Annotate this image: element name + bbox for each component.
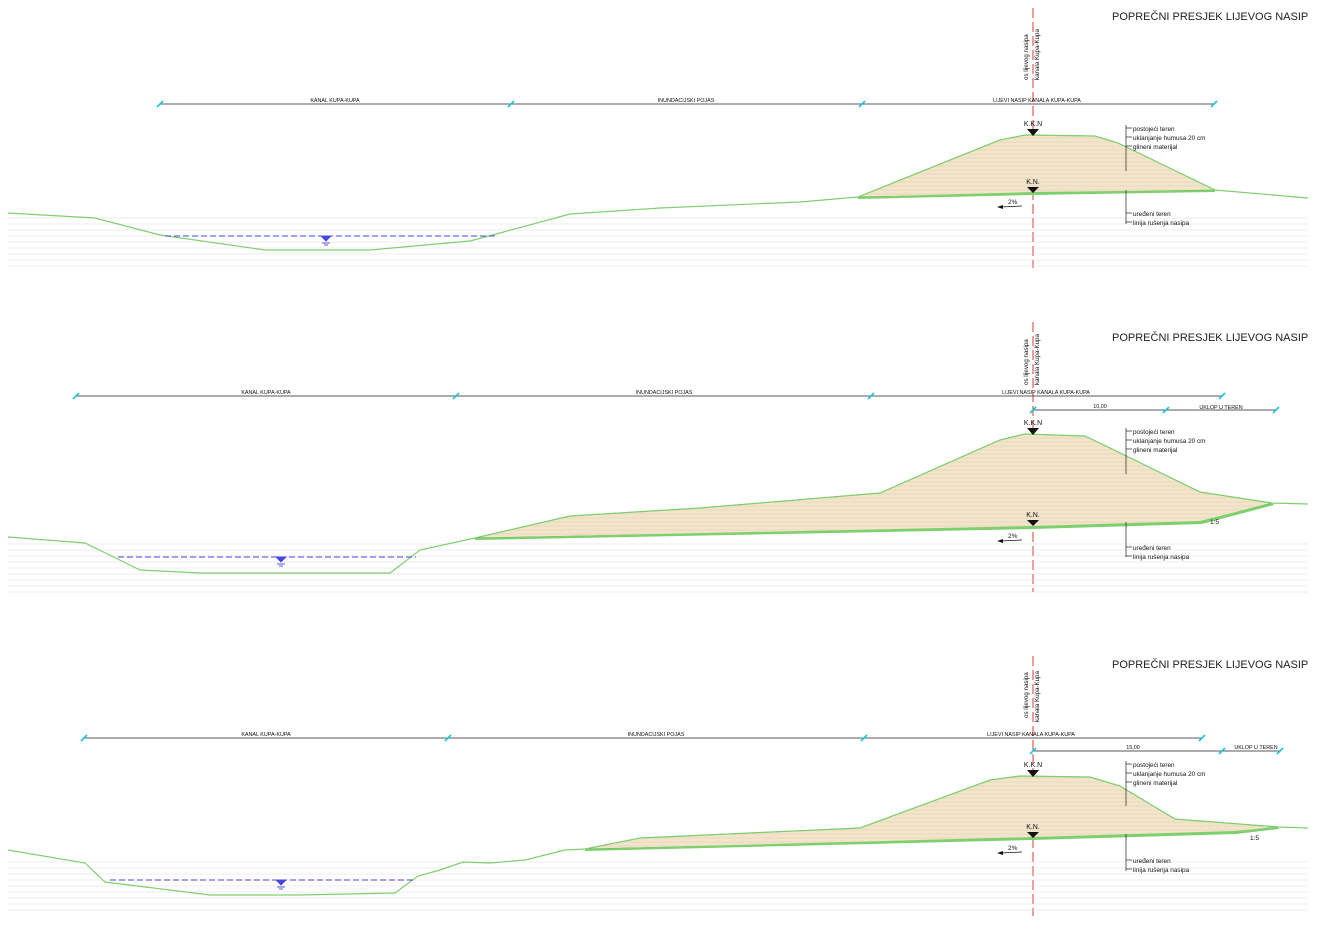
- sub-dimension-line: 15,00 UKLOP U TEREN: [1030, 745, 1283, 754]
- note-clay-material: glineni materijal: [1133, 780, 1177, 787]
- note-demolition-line: linija rušenja nasipa: [1133, 554, 1190, 561]
- slope-label: 2%: [1008, 845, 1018, 852]
- note-existing-terrain: postojeći teren: [1133, 762, 1175, 769]
- water-level-icon: [276, 557, 286, 566]
- dim-dike-label: LIJEVI NASIP KANALA KUPA-KUPA: [987, 732, 1075, 738]
- dim-inundation-label: INUNDACIJSKI POJAS: [636, 390, 693, 396]
- dim-inundation-label: INUNDACIJSKI POJAS: [628, 732, 685, 738]
- level-label-top: K.K.N: [1024, 762, 1042, 769]
- note-existing-terrain: postojeći teren: [1133, 126, 1175, 133]
- level-label-top: K.K.N: [1024, 420, 1042, 427]
- note-clay-material: glineni materijal: [1133, 144, 1177, 151]
- subsoil-hatch: [8, 862, 1308, 910]
- sub-dim-value: 15,00: [1126, 745, 1140, 751]
- section-1: POPREČNI PRESJEK LIJEVOG NASIP os lijevo…: [8, 8, 1308, 268]
- note-existing-terrain: postojeći teren: [1133, 429, 1175, 436]
- dim-kanal-label: KANAL KUPA-KUPA: [241, 732, 291, 738]
- slope-ratio-label: 1:5: [1250, 835, 1259, 842]
- note-graded-terrain: uređeni teren: [1133, 858, 1171, 865]
- level-label-bottom: K.N.: [1026, 179, 1040, 186]
- dimension-line: KANAL KUPA-KUPA INUNDACIJSKI POJAS LIJEV…: [73, 390, 1225, 399]
- water-level-icon: [276, 880, 286, 889]
- note-clay-material: glineni materijal: [1133, 447, 1177, 454]
- subsoil-hatch: [8, 218, 1308, 266]
- section-title: POPREČNI PRESJEK LIJEVOG NASIP: [1112, 10, 1308, 23]
- axis-label: kanala Kupa-Kupa: [1034, 334, 1041, 385]
- dim-kanal-label: KANAL KUPA-KUPA: [241, 390, 291, 396]
- axis-label: kanala Kupa-Kupa: [1034, 671, 1041, 722]
- slope-label: 2%: [1008, 199, 1018, 206]
- dim-inundation-label: INUNDACIJSKI POJAS: [658, 98, 715, 104]
- axis-label: os lijevog nasipa: [1023, 339, 1030, 385]
- sub-dimension-line: 10,00 UKLOP U TEREN: [1030, 404, 1279, 413]
- level-label-top: K.K.N: [1024, 121, 1042, 128]
- axis-label: os lijevog nasipa: [1023, 672, 1030, 718]
- dim-dike-label: LIJEVI NASIP KANALA KUPA-KUPA: [993, 98, 1081, 104]
- note-humus-removal: uklanjanje humusa 20 cm: [1133, 135, 1205, 142]
- note-demolition-line: linija rušenja nasipa: [1133, 220, 1190, 227]
- section-title: POPREČNI PRESJEK LIJEVOG NASIP: [1112, 331, 1308, 344]
- dim-dike-label: LIJEVI NASIP KANALA KUPA-KUPA: [1002, 390, 1090, 396]
- note-humus-removal: uklanjanje humusa 20 cm: [1133, 438, 1205, 445]
- water-level-icon: [321, 236, 331, 245]
- section-3: POPREČNI PRESJEK LIJEVOG NASIP os lijevo…: [8, 656, 1308, 916]
- sub-dim-label: UKLOP U TEREN: [1234, 745, 1277, 751]
- sub-dim-label: UKLOP U TEREN: [1199, 405, 1242, 411]
- note-graded-terrain: uređeni teren: [1133, 545, 1171, 552]
- note-demolition-line: linija rušenja nasipa: [1133, 867, 1190, 874]
- dimension-line: KANAL KUPA-KUPA INUNDACIJSKI POJAS LIJEV…: [81, 732, 1205, 741]
- axis-label: os lijevog nasipa: [1023, 34, 1030, 80]
- dimension-line: KANAL KUPA-KUPA INUNDACIJSKI POJAS LIJEV…: [157, 98, 1217, 107]
- slope-ratio-label: 1:5: [1210, 519, 1219, 526]
- slope-label: 2%: [1008, 533, 1018, 540]
- level-label-bottom: K.N.: [1026, 512, 1040, 519]
- note-graded-terrain: uređeni teren: [1133, 211, 1171, 218]
- subsoil-hatch: [8, 544, 1308, 592]
- note-humus-removal: uklanjanje humusa 20 cm: [1133, 771, 1205, 778]
- level-label-bottom: K.N.: [1026, 824, 1040, 831]
- section-title: POPREČNI PRESJEK LIJEVOG NASIP: [1112, 658, 1308, 671]
- dim-kanal-label: KANAL KUPA-KUPA: [310, 98, 360, 104]
- section-2: POPREČNI PRESJEK LIJEVOG NASIP os lijevo…: [8, 322, 1308, 592]
- axis-label: kanala Kupa-Kupa: [1034, 29, 1041, 80]
- sub-dim-value: 10,00: [1093, 404, 1107, 410]
